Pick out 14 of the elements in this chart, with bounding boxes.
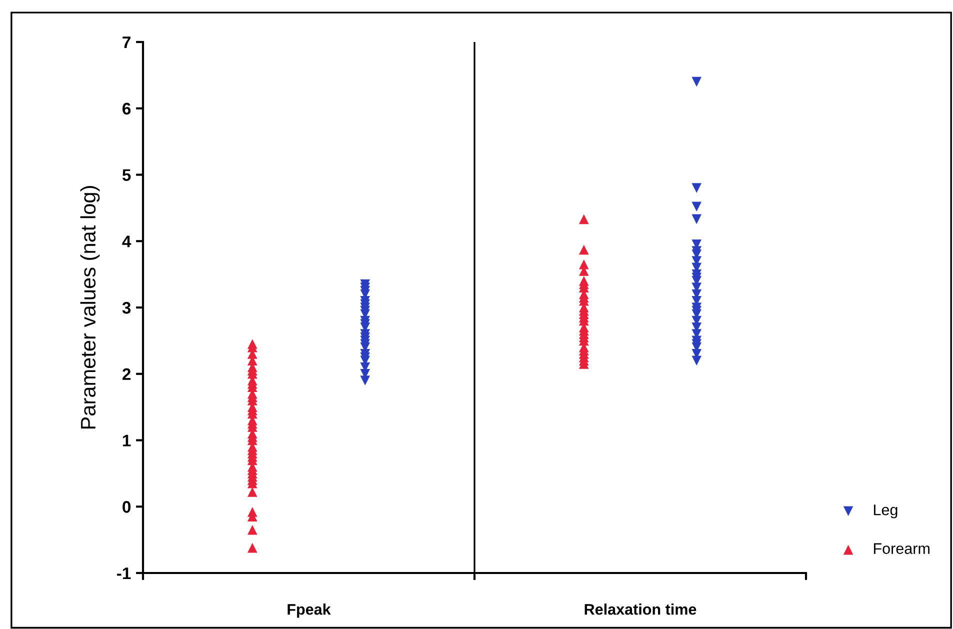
y-tick-label: 5 <box>122 169 131 181</box>
y-axis-title: Parameter values (nat log) <box>80 186 100 429</box>
y-tick-label: 0 <box>122 501 131 513</box>
y-tick-label: 1 <box>122 434 131 446</box>
y-tick-label: 3 <box>122 302 131 314</box>
legend-label: Forearm <box>874 543 930 554</box>
y-tick-label: 6 <box>122 102 131 115</box>
y-tick-label: 4 <box>122 236 132 248</box>
x-tick-label: Fpeak <box>288 604 331 618</box>
y-tick-label: 2 <box>122 368 131 380</box>
x-tick-label: Relaxation time <box>584 604 696 615</box>
y-tick-label: 7 <box>122 36 130 48</box>
legend-label: Leg <box>874 504 898 518</box>
y-tick-label: -1 <box>117 568 131 580</box>
